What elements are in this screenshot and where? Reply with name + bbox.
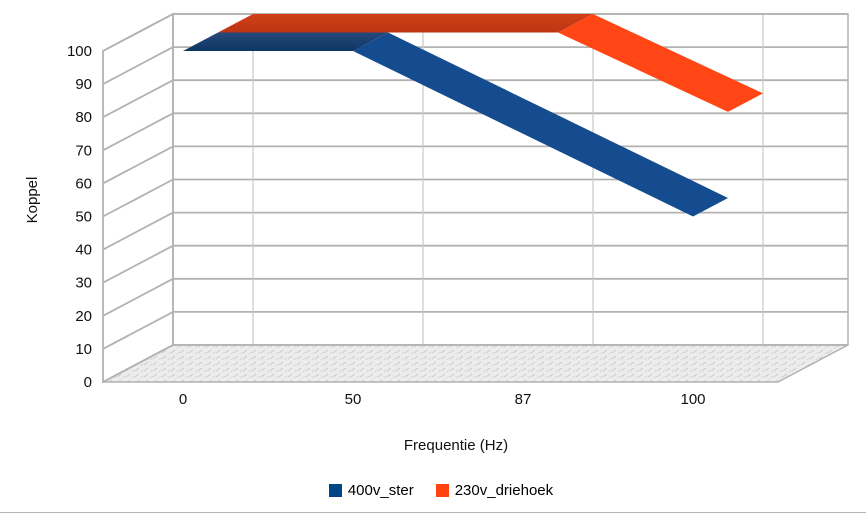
gridline-leftwall-30 (102, 244, 174, 284)
y-tick-label-100: 100 (67, 43, 92, 60)
legend: 400v_ster 230v_driehoek (0, 482, 866, 499)
y-tick-label-0: 0 (84, 374, 92, 391)
gridline-leftwall-90 (102, 46, 174, 85)
y-tick-label-50: 50 (75, 209, 92, 226)
gridline-leftwall-10 (102, 311, 174, 350)
x-tick-label-87: 87 (515, 391, 532, 408)
gridline-leftwall-50 (102, 178, 174, 218)
ribbon-230v_driehoek-slope (558, 14, 763, 112)
legend-item-400v_ster: 400v_ster (328, 482, 414, 499)
y-axis-title: Koppel (24, 177, 41, 224)
bottom-rule (0, 512, 866, 513)
x-tick-label-0: 0 (179, 391, 187, 408)
y-tick-label-80: 80 (75, 109, 92, 126)
x-tick-label-100: 100 (680, 391, 705, 408)
y-tick-label-90: 90 (75, 76, 92, 93)
gridline-leftwall-40 (102, 211, 174, 251)
gridline-leftwall-70 (102, 112, 174, 152)
legend-label-230v_driehoek: 230v_driehoek (454, 482, 554, 499)
legend-label-400v_ster: 400v_ster (347, 482, 414, 499)
y-tick-label-20: 20 (75, 308, 92, 325)
y-tick-label-70: 70 (75, 142, 92, 159)
ribbon-400v_ster-slope (353, 32, 728, 217)
gridline-leftwall-60 (102, 145, 174, 185)
legend-item-230v_driehoek: 230v_driehoek (435, 482, 554, 499)
floor (102, 344, 849, 383)
y-tick-label-60: 60 (75, 175, 92, 192)
gridline-leftwall-80 (102, 79, 174, 118)
ribbon-230v_driehoek-top (218, 14, 593, 33)
y-tick-label-40: 40 (75, 242, 92, 259)
ribbon-400v_ster-top (183, 32, 388, 51)
y-tick-label-30: 30 (75, 275, 92, 292)
x-axis-title: Frequentie (Hz) (404, 437, 508, 454)
legend-swatch-230v_driehoek (435, 484, 449, 497)
gridline-leftwall-20 (102, 278, 174, 317)
y-tick-label-10: 10 (75, 341, 92, 358)
legend-swatch-400v_ster (328, 484, 342, 497)
x-tick-label-50: 50 (345, 391, 362, 408)
